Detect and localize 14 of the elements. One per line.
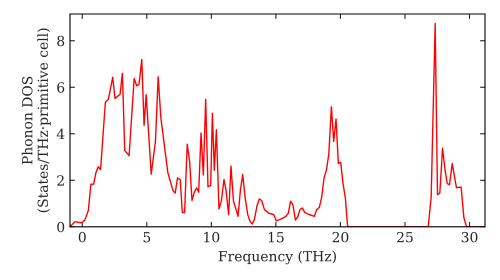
x-tick-label: 0 (78, 232, 86, 242)
x-tick-label: 30 (462, 232, 478, 242)
y-tick-label: 0 (57, 222, 64, 232)
y-tick-label: 4 (56, 128, 64, 140)
y-tick-label: 2 (57, 175, 64, 186)
x-tick-label: 20 (332, 232, 348, 242)
x-tick-label: 10 (204, 232, 220, 242)
x-tick-label: 15 (268, 232, 284, 242)
x-axis-title: Frequency (THz) (218, 250, 336, 264)
y-tick-label: 8 (57, 36, 64, 46)
x-tick-label: 5 (144, 232, 150, 242)
x-tick-label: 25 (397, 232, 413, 242)
y-axis-title: Phonon DOS (States/THz·primitive cell) (22, 28, 51, 212)
y-tick-label: 6 (57, 82, 64, 93)
